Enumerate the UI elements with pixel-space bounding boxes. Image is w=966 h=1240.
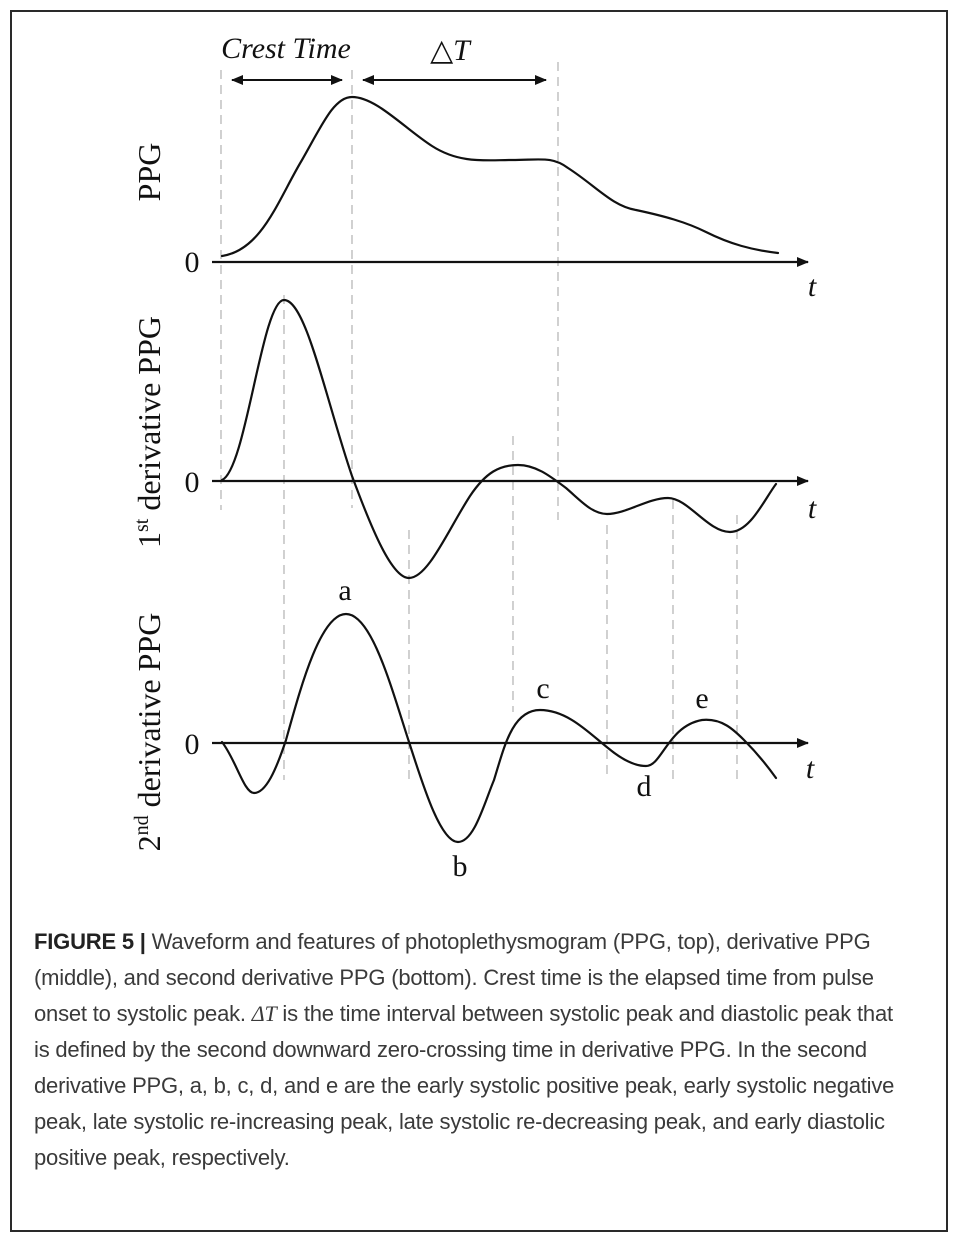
first-derivative-panel: 1st derivative PPG 0 t	[131, 298, 817, 580]
guide-lines	[220, 62, 738, 780]
second-derivative-waveform	[220, 612, 778, 844]
ppg-waveform	[220, 95, 780, 258]
ppg-xlabel: t	[808, 270, 817, 303]
crest-time-label: Crest Time	[221, 32, 351, 65]
caption-text-2: is the time interval between systolic pe…	[34, 1001, 895, 1170]
first-derivative-xlabel: t	[808, 492, 817, 525]
first-derivative-zero-label: 0	[185, 466, 200, 499]
second-derivative-ylabel: 2nd derivative PPG	[131, 613, 167, 852]
peak-label-d: d	[637, 770, 652, 803]
first-derivative-ylabel-main: 1	[131, 532, 167, 548]
second-derivative-ylabel-rest: derivative PPG	[131, 613, 167, 816]
caption-label: FIGURE 5 |	[34, 929, 146, 954]
caption-delta-symbol: ΔT	[251, 1001, 277, 1026]
first-derivative-waveform	[220, 298, 778, 580]
second-derivative-ylabel-main: 2	[131, 835, 167, 851]
ppg-ylabel: PPG	[131, 143, 167, 202]
figure-plot: Crest Time △T PPG 0 t 1st derivative PPG…	[131, 32, 817, 883]
peak-label-b: b	[453, 850, 468, 883]
figure-frame	[10, 10, 948, 1232]
second-derivative-xlabel: t	[806, 752, 815, 785]
ppg-panel: PPG 0 t	[131, 95, 817, 303]
first-derivative-ylabel: 1st derivative PPG	[131, 316, 167, 548]
peak-label-e: e	[695, 682, 708, 715]
crest-time-annotation: Crest Time	[221, 32, 351, 85]
caption-text-1: Waveform and features of photoplethysmog…	[34, 929, 874, 1026]
ppg-zero-label: 0	[185, 246, 200, 279]
second-derivative-panel: 2nd derivative PPG 0 t a b c d e	[131, 574, 815, 883]
delta-t-annotation: △T	[362, 34, 547, 85]
delta-t-label: △T	[430, 34, 472, 67]
second-derivative-zero-label: 0	[185, 728, 200, 761]
first-derivative-ylabel-sup: st	[131, 518, 153, 532]
first-derivative-ylabel-rest: derivative PPG	[131, 316, 167, 519]
peak-label-a: a	[338, 574, 351, 607]
figure-caption: FIGURE 5 | Waveform and features of phot…	[34, 924, 902, 1176]
peak-label-c: c	[536, 672, 549, 705]
second-derivative-ylabel-sup: nd	[131, 815, 153, 835]
